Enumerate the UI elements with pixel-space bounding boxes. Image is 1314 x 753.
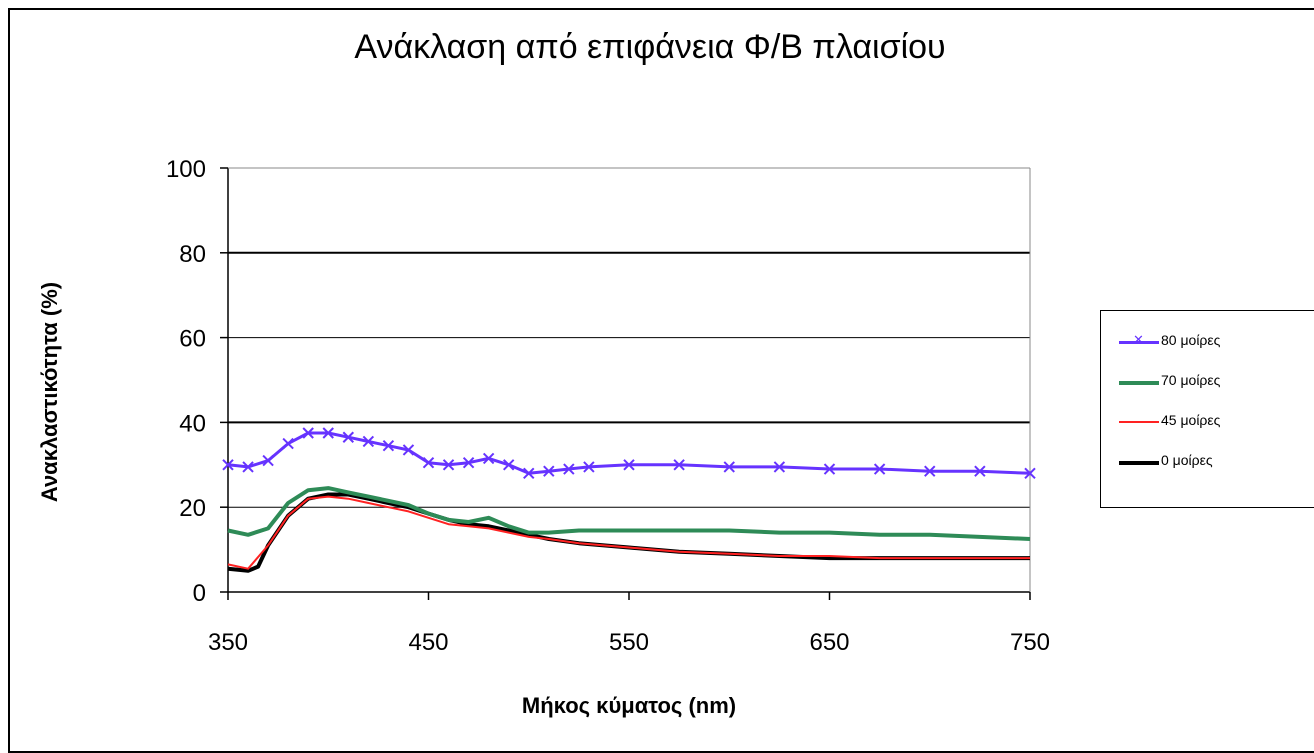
series-marker: [242, 461, 254, 473]
series-marker: [673, 459, 685, 471]
y-tick-label: 60: [179, 326, 206, 353]
series-marker: [302, 427, 314, 439]
legend-label: 80 μοίρες: [1161, 332, 1221, 348]
series-line-70: [227, 486, 1031, 541]
x-tick-label: 450: [408, 629, 448, 656]
series-marker: [543, 465, 555, 477]
legend-swatch: [1119, 381, 1159, 385]
x-tick-label: 350: [208, 629, 248, 656]
legend-item: 45 μοίρες: [1101, 411, 1314, 441]
series-marker: [482, 452, 495, 465]
legend-label: 45 μοίρες: [1161, 412, 1221, 428]
series-marker: [222, 459, 234, 471]
series-marker: [873, 463, 886, 475]
series-line-80: [227, 431, 1031, 475]
series-marker: [322, 427, 334, 439]
series-marker: [402, 444, 415, 456]
series-line-0: [227, 492, 1030, 573]
y-tick-label: 40: [179, 410, 206, 437]
legend-label: 0 μοίρες: [1161, 452, 1213, 468]
legend-item: 70 μοίρες: [1101, 371, 1314, 401]
series-line-45: [227, 495, 1030, 570]
series-marker: [442, 459, 455, 471]
legend-swatch: [1119, 421, 1159, 423]
legend-marker-icon: ✕: [1133, 333, 1144, 348]
series-marker: [773, 461, 786, 473]
x-tick-label: 750: [1010, 629, 1050, 656]
series-marker: [723, 461, 735, 473]
x-tick-label: 650: [809, 629, 849, 656]
legend-label: 70 μοίρες: [1161, 372, 1221, 388]
legend-item: ✕ 80 μοίρες: [1101, 331, 1314, 361]
chart-title: Ανάκλαση από επιφάνεια Φ/Β πλαισίου: [354, 28, 946, 66]
y-tick-label: 0: [193, 580, 206, 607]
legend-swatch: ✕: [1119, 333, 1159, 348]
legend: ✕ 80 μοίρες 70 μοίρες 45 μοίρες 0 μοίρες: [1100, 310, 1314, 508]
series-marker: [823, 463, 836, 475]
legend-item: 0 μοίρες: [1101, 451, 1314, 481]
series-marker: [382, 440, 395, 452]
series-marker: [974, 465, 986, 477]
series-marker: [924, 465, 936, 477]
series-marker: [523, 467, 535, 479]
series-marker: [502, 459, 515, 471]
series-marker: [462, 456, 475, 469]
chart-frame: [8, 8, 1314, 753]
series-marker: [282, 437, 294, 450]
series-marker: [362, 435, 375, 448]
series-marker: [262, 454, 274, 467]
series-marker: [563, 463, 575, 475]
x-tick-label: 550: [609, 629, 649, 656]
legend-swatch: [1119, 461, 1159, 465]
y-tick-label: 20: [179, 495, 206, 522]
x-axis-label: Μήκος κύματος (nm): [521, 693, 737, 718]
series-marker: [342, 431, 355, 443]
series-marker: [1024, 467, 1036, 479]
y-tick-label: 80: [179, 241, 206, 268]
series-marker: [623, 459, 635, 471]
series-marker: [422, 456, 435, 469]
series-marker: [583, 461, 595, 473]
y-tick-label: 100: [166, 156, 206, 183]
